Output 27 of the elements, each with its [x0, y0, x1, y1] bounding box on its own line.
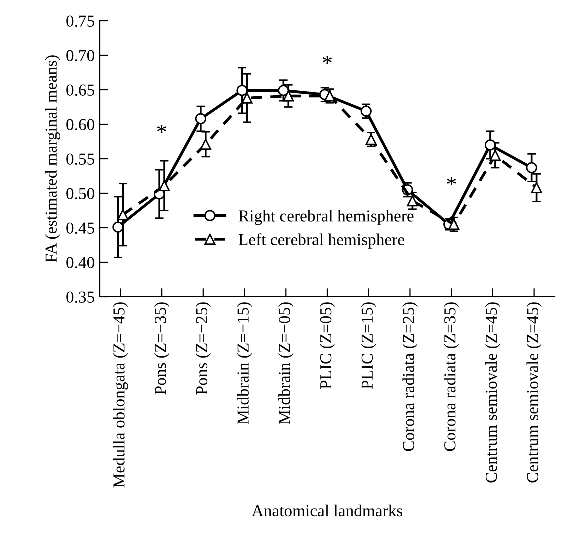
annotation: * [157, 124, 166, 134]
y-tick-label: 0.65 [66, 84, 94, 96]
y-tick-label: 0.35 [66, 292, 94, 304]
y-tick-label: 0.55 [66, 154, 94, 166]
x-tick-label: Centrum semiovale (Z=45) [526, 302, 542, 483]
x-tick-label: Midbrain (Z=−15) [237, 302, 252, 424]
x-tick-label: Pons (Z=−35) [154, 302, 170, 395]
x-tick-label: Centrum semiovale (Z=45) [485, 302, 501, 483]
y-tick-label: 0.60 [66, 119, 95, 131]
legend-label: Right cerebral hemisphere [238, 210, 414, 226]
x-tick-label: Corona radiata (Z=25) [402, 302, 418, 452]
x-tick-label: Midbrain (Z=−05) [278, 302, 294, 424]
y-tick-label: 0.45 [66, 222, 94, 234]
x-axis-title: Anatomical landmarks [252, 504, 403, 517]
annotation: * [323, 56, 332, 64]
legend-label: Left cerebral hemisphere [238, 234, 404, 249]
x-tick-label: Pons (Z=−25) [196, 302, 211, 395]
y-tick-label: 0.50 [66, 188, 95, 200]
x-tick-label: Corona radiata (Z=35) [444, 302, 460, 452]
x-tick-label: PLIC (Z=05) [320, 302, 336, 390]
annotation: * [447, 177, 456, 186]
y-tick-label: 0.70 [66, 50, 95, 62]
y-tick-label: 0.75 [66, 16, 94, 28]
x-tick-label: Medulla oblongata (Z=−45) [113, 302, 128, 488]
y-tick-label: 0.40 [66, 257, 95, 269]
y-axis-title: FA (estimated marginal means) [45, 56, 60, 263]
x-tick-label: PLIC (Z=15) [361, 302, 376, 390]
